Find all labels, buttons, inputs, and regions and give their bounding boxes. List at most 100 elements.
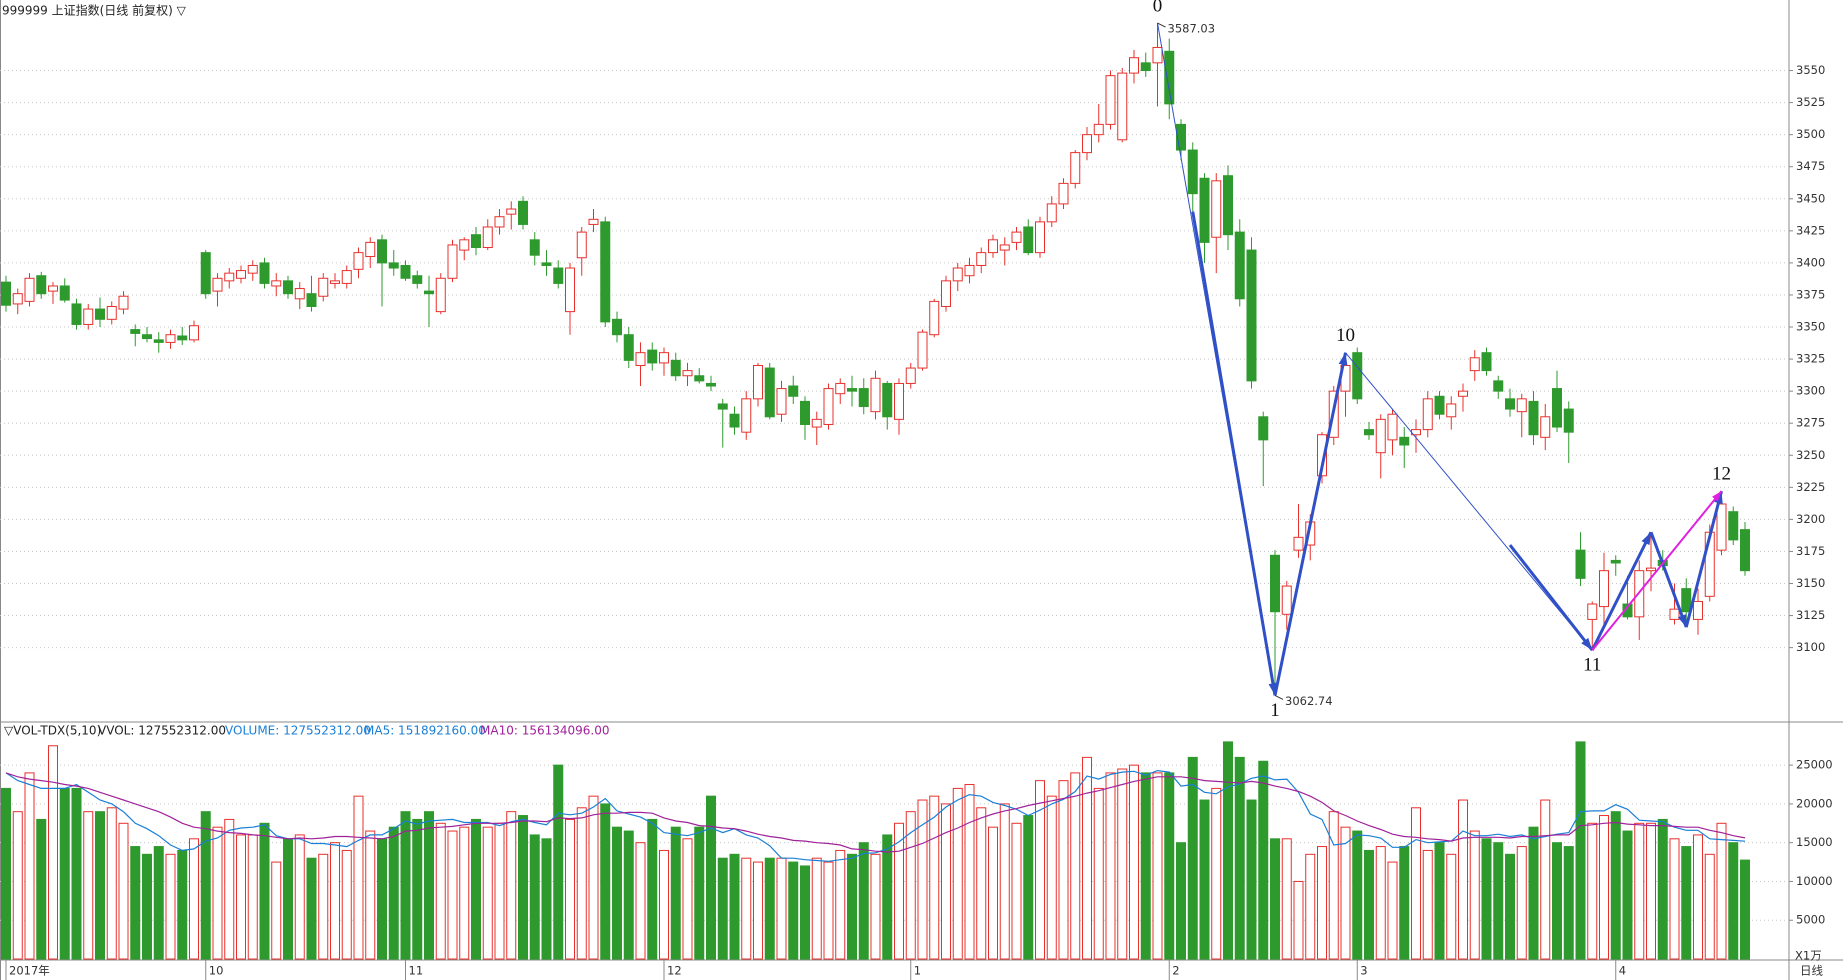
- wave-label: 1: [1270, 700, 1280, 721]
- candle-body: [565, 267, 575, 313]
- volume-bar: [12, 811, 23, 960]
- volume-bar: [729, 853, 740, 960]
- volume-bar: [353, 795, 364, 960]
- volume-bar: [1693, 834, 1703, 960]
- volume-bar: [565, 818, 575, 960]
- wave-arrowhead: [1677, 614, 1687, 628]
- volume-bar: [1552, 842, 1562, 960]
- candle-body: [482, 226, 493, 249]
- volume-bar: [106, 807, 117, 960]
- volume-bar: [1481, 838, 1492, 960]
- volume-bar: [59, 787, 70, 960]
- volume-bar: [588, 795, 599, 960]
- wave-line: [1591, 490, 1723, 651]
- candle-body: [1270, 554, 1280, 613]
- volume-bar: [1622, 830, 1633, 960]
- wave-line: [1345, 352, 1593, 651]
- volume-bar: [1082, 756, 1092, 960]
- candle-body: [1622, 603, 1633, 618]
- candle-body: [1505, 398, 1515, 410]
- volume-bar: [553, 764, 564, 960]
- candle-body: [623, 334, 634, 361]
- candle-body: [1352, 352, 1363, 400]
- extreme-marker: [1274, 694, 1284, 700]
- candle-body: [529, 239, 540, 256]
- volume-bar: [130, 846, 141, 960]
- wave-arrowhead: [1641, 532, 1651, 546]
- volume-bar: [1399, 846, 1410, 960]
- y-tick-label: 3100: [1796, 640, 1825, 654]
- legend-ma10: MA10: 156134096.00: [480, 724, 610, 738]
- y-tick-label: 3375: [1796, 287, 1825, 301]
- volume-bar: [271, 861, 282, 960]
- volume-bar: [365, 830, 376, 960]
- candle-body: [1681, 588, 1692, 613]
- volume-bar: [1610, 811, 1621, 960]
- volume-bar: [459, 826, 470, 960]
- volume-bar: [1317, 846, 1327, 960]
- candle-body: [83, 308, 94, 325]
- legend-volume: VOLUME: 127552312.00: [225, 724, 371, 738]
- extreme-label: 3587.03: [1168, 22, 1216, 36]
- ma-line: [5, 772, 1746, 853]
- candle-body: [858, 388, 869, 408]
- volume-bar: [988, 826, 998, 960]
- x-tick-label: 3: [1360, 964, 1367, 978]
- volume-bar: [153, 846, 164, 960]
- volume-bar: [1681, 846, 1692, 960]
- y-tick-label: 3450: [1796, 191, 1825, 205]
- candle-body: [24, 277, 35, 302]
- y-tick-label: 3550: [1796, 63, 1825, 77]
- indicator-value: VVOL: 127552312.00: [98, 724, 226, 738]
- candle-body: [823, 388, 834, 425]
- volume-bar: [929, 795, 940, 960]
- candle-body: [1246, 249, 1257, 382]
- volume-bar: [1211, 787, 1222, 960]
- volume-bar: [835, 849, 846, 960]
- candle-body: [71, 303, 82, 325]
- volume-bar: [330, 842, 340, 960]
- candle-body: [999, 244, 1010, 251]
- wave-line: [1684, 490, 1723, 628]
- candle-body: [1552, 388, 1562, 428]
- y-tick-label: 5000: [1796, 913, 1825, 927]
- candle-body: [1058, 182, 1069, 205]
- volume-bar: [894, 822, 904, 960]
- candle-body: [1399, 436, 1410, 446]
- candle-body: [106, 305, 117, 320]
- candle-body: [424, 290, 434, 295]
- volume-bar: [529, 834, 540, 960]
- volume-bar: [600, 803, 611, 960]
- volume-bar: [1646, 822, 1656, 960]
- volume-bar: [1105, 772, 1116, 960]
- volume-bar: [1023, 815, 1034, 960]
- volume-bar: [36, 818, 47, 960]
- candle-body: [1458, 390, 1468, 397]
- candle-body: [905, 367, 916, 384]
- candle-body: [412, 275, 423, 284]
- candle-body: [153, 339, 164, 343]
- volume-bar: [471, 818, 481, 960]
- candle-body: [1610, 559, 1621, 564]
- candle-body: [811, 418, 822, 428]
- volume-bar: [1246, 799, 1257, 960]
- y-tick-label: 3350: [1796, 320, 1825, 334]
- candle-body: [729, 413, 740, 428]
- wave-line: [1649, 531, 1688, 628]
- x-tick-label: 12: [667, 964, 682, 978]
- candle-body: [1187, 149, 1198, 195]
- volume-bar: [670, 826, 681, 960]
- volume-bar: [1281, 838, 1292, 960]
- volume-bar: [1305, 853, 1316, 960]
- wave-arrowhead: [1581, 637, 1593, 651]
- candle-body: [283, 280, 293, 295]
- candle-body: [294, 288, 305, 300]
- volume-bar: [1, 787, 11, 960]
- candle-body: [48, 285, 58, 292]
- candle-body: [36, 275, 47, 295]
- candle-body: [941, 280, 951, 307]
- volume-bar: [788, 861, 799, 960]
- volume-bar: [1011, 822, 1022, 960]
- volume-bar: [811, 857, 822, 960]
- x-tick-label: 10: [209, 964, 224, 978]
